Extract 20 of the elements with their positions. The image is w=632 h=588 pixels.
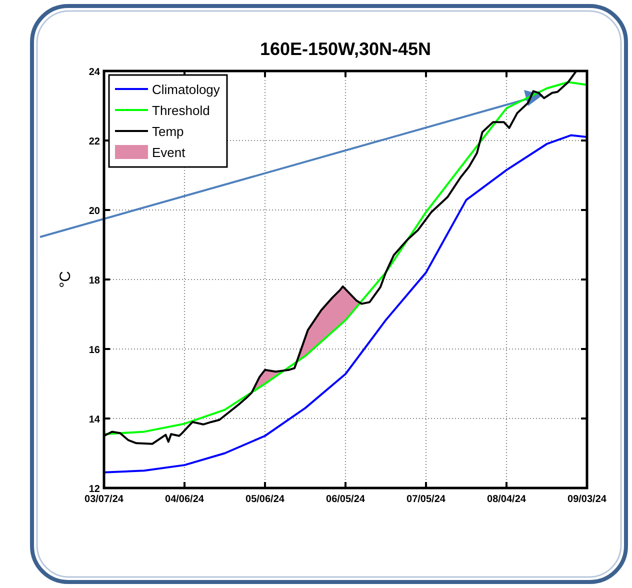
y-tick-label: 22 <box>88 136 100 148</box>
x-tick-label: 05/06/24 <box>246 494 285 505</box>
y-tick-label: 14 <box>88 414 100 426</box>
x-tick-label: 06/05/24 <box>326 494 366 505</box>
x-tick-label: 07/05/24 <box>406 494 446 505</box>
y-tick-label: 16 <box>88 345 100 356</box>
legend-label: Climatology <box>152 82 220 97</box>
legend-label: Threshold <box>152 103 210 118</box>
x-tick-label: 04/06/24 <box>165 494 204 505</box>
legend-label: Temp <box>152 124 184 139</box>
x-tick-label: 09/03/24 <box>568 494 607 505</box>
x-tick-label: 08/04/24 <box>487 494 526 505</box>
y-tick-label: 18 <box>88 276 100 286</box>
chart-title: 160E-150W,30N-45N <box>260 39 432 59</box>
y-axis-title: °C <box>57 270 74 288</box>
legend-label: Event <box>152 145 186 160</box>
y-tick-label: 20 <box>88 206 100 217</box>
y-tick-label: 12 <box>88 484 100 495</box>
y-tick-label: 24 <box>88 67 100 78</box>
x-tick-label: 03/07/24 <box>84 494 124 505</box>
